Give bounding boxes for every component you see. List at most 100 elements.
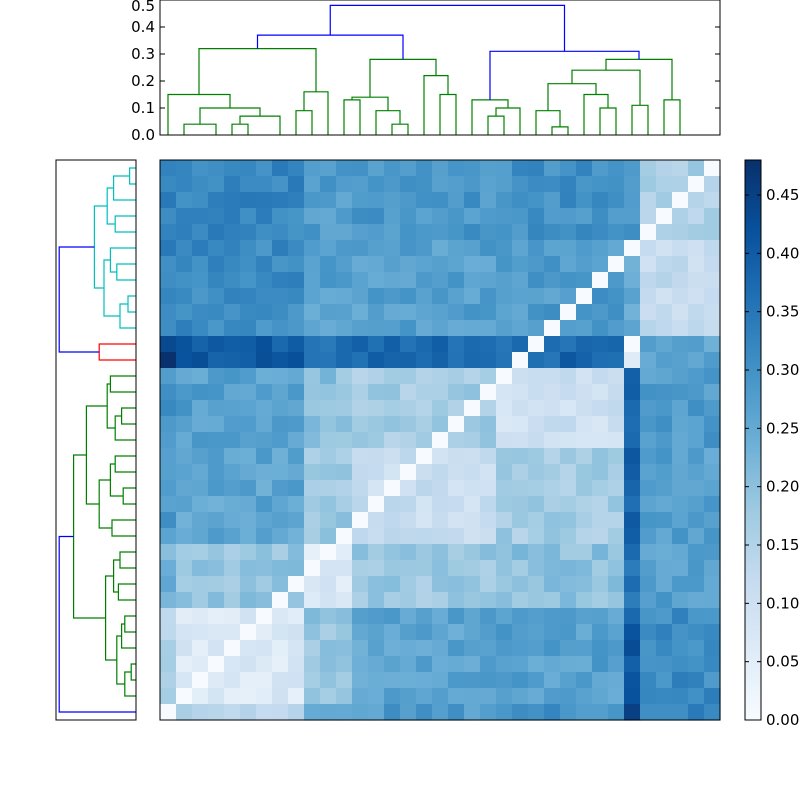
heatmap-cell bbox=[272, 176, 289, 193]
heatmap-cell bbox=[464, 480, 481, 497]
heatmap-cell bbox=[544, 512, 561, 529]
heatmap-cell bbox=[240, 320, 257, 337]
top-dendrogram-ytick-label: 0.5 bbox=[131, 0, 155, 15]
heatmap-cell bbox=[400, 304, 417, 321]
heatmap-cell bbox=[208, 384, 225, 401]
heatmap-cell bbox=[640, 448, 657, 465]
heatmap-cell bbox=[512, 608, 529, 625]
heatmap-cell bbox=[544, 240, 561, 257]
heatmap-cell bbox=[672, 384, 689, 401]
heatmap-cell bbox=[400, 192, 417, 209]
heatmap-cell bbox=[672, 400, 689, 417]
heatmap-cell bbox=[560, 352, 577, 369]
heatmap-cell bbox=[400, 640, 417, 657]
heatmap-cell bbox=[560, 480, 577, 497]
heatmap-cell bbox=[624, 624, 641, 641]
heatmap-cell bbox=[256, 192, 273, 209]
heatmap-cell bbox=[448, 208, 465, 225]
heatmap-cell bbox=[368, 496, 385, 513]
heatmap-cell bbox=[320, 656, 337, 673]
heatmap-cell bbox=[608, 368, 625, 385]
heatmap-cell bbox=[624, 208, 641, 225]
heatmap-cell bbox=[176, 640, 193, 657]
heatmap-cell bbox=[192, 560, 209, 577]
heatmap-cell bbox=[224, 704, 241, 721]
heatmap-cell bbox=[224, 688, 241, 705]
heatmap-cell bbox=[256, 368, 273, 385]
heatmap-cell bbox=[544, 544, 561, 561]
heatmap-cell bbox=[400, 688, 417, 705]
heatmap-cell bbox=[240, 352, 257, 369]
heatmap-cell bbox=[560, 496, 577, 513]
heatmap-cell bbox=[272, 352, 289, 369]
heatmap-cell bbox=[224, 224, 241, 241]
heatmap-cell bbox=[496, 608, 513, 625]
heatmap-cell bbox=[608, 448, 625, 465]
heatmap-cell bbox=[224, 400, 241, 417]
colorbar-tick-label: 0.10 bbox=[766, 594, 799, 612]
heatmap-cell bbox=[272, 704, 289, 721]
heatmap-cell bbox=[176, 608, 193, 625]
heatmap-cell bbox=[624, 704, 641, 721]
heatmap-cell bbox=[688, 624, 705, 641]
heatmap-cell bbox=[304, 544, 321, 561]
heatmap-cell bbox=[544, 368, 561, 385]
heatmap-cell bbox=[368, 208, 385, 225]
heatmap-cell bbox=[528, 368, 545, 385]
heatmap-cell bbox=[400, 320, 417, 337]
heatmap-cell bbox=[352, 432, 369, 449]
heatmap-cell bbox=[624, 416, 641, 433]
heatmap-cell bbox=[704, 528, 721, 545]
heatmap-cell bbox=[320, 464, 337, 481]
heatmap-cell bbox=[688, 192, 705, 209]
heatmap-cell bbox=[528, 176, 545, 193]
heatmap-cell bbox=[704, 256, 721, 273]
heatmap-cell bbox=[384, 176, 401, 193]
heatmap-cell bbox=[560, 240, 577, 257]
heatmap-cell bbox=[256, 688, 273, 705]
heatmap-cell bbox=[576, 656, 593, 673]
heatmap-cell bbox=[352, 176, 369, 193]
heatmap-cell bbox=[272, 224, 289, 241]
heatmap-cell bbox=[320, 160, 337, 177]
heatmap-cell bbox=[320, 512, 337, 529]
heatmap-cell bbox=[512, 496, 529, 513]
heatmap-cell bbox=[480, 544, 497, 561]
heatmap-cell bbox=[384, 544, 401, 561]
heatmap-cell bbox=[704, 592, 721, 609]
heatmap-cell bbox=[592, 608, 609, 625]
heatmap-cell bbox=[352, 320, 369, 337]
top-dendrogram-ytick-label: 0.1 bbox=[131, 99, 155, 117]
heatmap-cell bbox=[192, 384, 209, 401]
heatmap-cell bbox=[336, 160, 353, 177]
heatmap-cell bbox=[448, 704, 465, 721]
heatmap-cell bbox=[384, 240, 401, 257]
heatmap-cell bbox=[448, 656, 465, 673]
heatmap-cell bbox=[288, 304, 305, 321]
heatmap-cell bbox=[288, 320, 305, 337]
heatmap-cell bbox=[608, 272, 625, 289]
heatmap-cell bbox=[272, 256, 289, 273]
heatmap-cell bbox=[384, 512, 401, 529]
heatmap-cell bbox=[368, 288, 385, 305]
heatmap-cell bbox=[480, 576, 497, 593]
heatmap-cell bbox=[336, 624, 353, 641]
heatmap-cell bbox=[256, 512, 273, 529]
heatmap-cell bbox=[624, 688, 641, 705]
heatmap-cell bbox=[368, 224, 385, 241]
heatmap-cell bbox=[480, 496, 497, 513]
heatmap-cell bbox=[528, 432, 545, 449]
heatmap-cell bbox=[272, 240, 289, 257]
heatmap-cell bbox=[528, 160, 545, 177]
heatmap-cell bbox=[624, 576, 641, 593]
top-dendrogram-panel: 0.0 0.1 0.2 0.3 0.4 0.5 bbox=[131, 0, 721, 144]
heatmap-cell bbox=[704, 688, 721, 705]
heatmap-cell bbox=[480, 272, 497, 289]
heatmap-cell bbox=[320, 400, 337, 417]
heatmap-cell bbox=[160, 192, 177, 209]
heatmap-cell bbox=[192, 528, 209, 545]
heatmap-cell bbox=[608, 496, 625, 513]
heatmap-cell bbox=[560, 448, 577, 465]
heatmap-cell bbox=[432, 480, 449, 497]
heatmap-cell bbox=[528, 352, 545, 369]
